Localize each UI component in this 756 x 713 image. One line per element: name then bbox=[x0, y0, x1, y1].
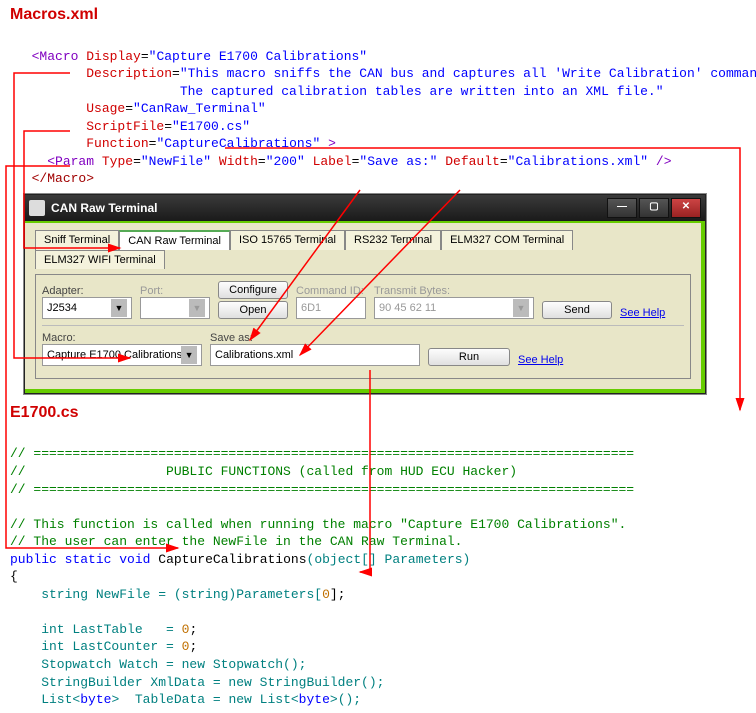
chevron-down-icon: ▼ bbox=[513, 299, 529, 317]
macro-close: </Macro> bbox=[32, 171, 94, 186]
tx-value: 90 45 62 11 bbox=[379, 302, 436, 314]
chevron-down-icon: ▼ bbox=[111, 299, 127, 317]
cs-c2: // The user can enter the NewFile in the… bbox=[10, 534, 462, 549]
run-button[interactable]: Run bbox=[428, 348, 510, 366]
cs-l2c: ; bbox=[189, 622, 197, 637]
attr-pwidth: Width bbox=[219, 154, 258, 169]
val-pdefault: "Calibrations.xml" bbox=[508, 154, 648, 169]
val-usage: "CanRaw_Terminal" bbox=[133, 101, 266, 116]
chevron-down-icon: ▼ bbox=[181, 346, 197, 364]
adapter-dropdown[interactable]: J2534 ▼ bbox=[42, 297, 132, 319]
cs-l6a: List< bbox=[10, 692, 80, 707]
port-label: Port: bbox=[140, 285, 210, 297]
val-func: "CaptureCalibrations" bbox=[156, 136, 320, 151]
macro-label: Macro: bbox=[42, 332, 202, 344]
macro-open: <Macro bbox=[32, 49, 79, 64]
val-ptype: "NewFile" bbox=[141, 154, 211, 169]
can-raw-window: CAN Raw Terminal — ▢ ✕ Sniff Terminal CA… bbox=[24, 194, 706, 394]
param-close: /> bbox=[656, 154, 672, 169]
tab-elm-wifi[interactable]: ELM327 WIFI Terminal bbox=[35, 250, 165, 269]
cs-l6c: > TableData = new List< bbox=[111, 692, 298, 707]
cs-bar1: // =====================================… bbox=[10, 446, 634, 461]
adapter-value: J2534 bbox=[47, 302, 77, 314]
open-button[interactable]: Open bbox=[218, 301, 288, 319]
kw-void: void bbox=[119, 552, 150, 567]
cs-l4: Stopwatch Watch = new Stopwatch(); bbox=[10, 657, 306, 672]
chevron-down-icon: ▼ bbox=[189, 299, 205, 317]
cs-l5: StringBuilder XmlData = new StringBuilde… bbox=[10, 675, 384, 690]
tab-canraw[interactable]: CAN Raw Terminal bbox=[119, 230, 230, 250]
xml-snippet: <Macro Display="Capture E1700 Calibratio… bbox=[16, 30, 756, 188]
val-pwidth: "200" bbox=[266, 154, 305, 169]
kw-public: public bbox=[10, 552, 57, 567]
attr-desc: Description bbox=[86, 66, 172, 81]
tx-label: Transmit Bytes: bbox=[374, 285, 534, 297]
titlebar[interactable]: CAN Raw Terminal — ▢ ✕ bbox=[25, 195, 705, 221]
file2-title: E1700.cs bbox=[10, 404, 756, 422]
cs-l1a: string NewFile = (string)Parameters[ bbox=[10, 587, 322, 602]
macro-value: Capture E1700 Calibrations bbox=[47, 349, 181, 361]
maximize-button[interactable]: ▢ bbox=[639, 198, 669, 218]
cs-l6b2: byte bbox=[299, 692, 330, 707]
minimize-button[interactable]: — bbox=[607, 198, 637, 218]
cs-hdr: // PUBLIC FUNCTIONS (called from HUD ECU… bbox=[10, 464, 517, 479]
attr-usage: Usage bbox=[86, 101, 125, 116]
cs-l3c: ; bbox=[189, 639, 197, 654]
adapter-label: Adapter: bbox=[42, 285, 132, 297]
cs-l1c: ]; bbox=[330, 587, 346, 602]
cs-l1b: 0 bbox=[322, 587, 330, 602]
cmdid-label: Command ID: bbox=[296, 285, 366, 297]
kw-static: static bbox=[65, 552, 112, 567]
attr-ptype: Type bbox=[102, 154, 133, 169]
tab-elm-com[interactable]: ELM327 COM Terminal bbox=[441, 230, 573, 250]
macro-gt: > bbox=[328, 136, 336, 151]
cs-l2a: int LastTable = bbox=[10, 622, 182, 637]
cs-open-brace: { bbox=[10, 569, 18, 584]
val-desc1: "This macro sniffs the CAN bus and captu… bbox=[180, 66, 756, 81]
panel-main: Adapter: J2534 ▼ Port: ▼ Configure Open C… bbox=[35, 274, 691, 379]
file1-title: Macros.xml bbox=[10, 6, 756, 24]
cs-c1: // This function is called when running … bbox=[10, 517, 626, 532]
val-plabel: "Save as:" bbox=[359, 154, 437, 169]
attr-pdefault: Default bbox=[445, 154, 500, 169]
attr-script: ScriptFile bbox=[86, 119, 164, 134]
saveas-input[interactable] bbox=[210, 344, 420, 366]
send-button[interactable]: Send bbox=[542, 301, 612, 319]
saveas-label: Save as: bbox=[210, 332, 420, 344]
cs-l6d: >(); bbox=[330, 692, 361, 707]
cs-bar2: // =====================================… bbox=[10, 482, 634, 497]
cs-l6b: byte bbox=[80, 692, 111, 707]
tab-sniff[interactable]: Sniff Terminal bbox=[35, 230, 119, 250]
port-dropdown[interactable]: ▼ bbox=[140, 297, 210, 319]
cs-params: (object[] Parameters) bbox=[307, 552, 471, 567]
attr-plabel: Label bbox=[313, 154, 352, 169]
macro-dropdown[interactable]: Capture E1700 Calibrations▼ bbox=[42, 344, 202, 366]
val-script: "E1700.cs" bbox=[172, 119, 250, 134]
configure-button[interactable]: Configure bbox=[218, 281, 288, 299]
tab-rs232[interactable]: RS232 Terminal bbox=[345, 230, 441, 250]
val-display: "Capture E1700 Calibrations" bbox=[149, 49, 367, 64]
attr-display: Display bbox=[86, 49, 141, 64]
window-title: CAN Raw Terminal bbox=[51, 201, 157, 215]
cs-l3a: int LastCounter = bbox=[10, 639, 182, 654]
close-button[interactable]: ✕ bbox=[671, 198, 701, 218]
val-desc2: The captured calibration tables are writ… bbox=[180, 84, 664, 99]
tab-iso15765[interactable]: ISO 15765 Terminal bbox=[230, 230, 345, 250]
cmdid-input[interactable] bbox=[296, 297, 366, 319]
cs-snippet: // =====================================… bbox=[10, 428, 756, 709]
app-icon bbox=[29, 200, 45, 216]
tx-dropdown[interactable]: 90 45 62 11 ▼ bbox=[374, 297, 534, 319]
cs-fnname: CaptureCalibrations bbox=[158, 552, 306, 567]
param-open: <Param bbox=[47, 154, 94, 169]
tabs: Sniff Terminal CAN Raw Terminal ISO 1576… bbox=[35, 229, 691, 268]
attr-func: Function bbox=[86, 136, 148, 151]
help-link-2[interactable]: See Help bbox=[518, 354, 563, 366]
help-link-1[interactable]: See Help bbox=[620, 307, 665, 319]
